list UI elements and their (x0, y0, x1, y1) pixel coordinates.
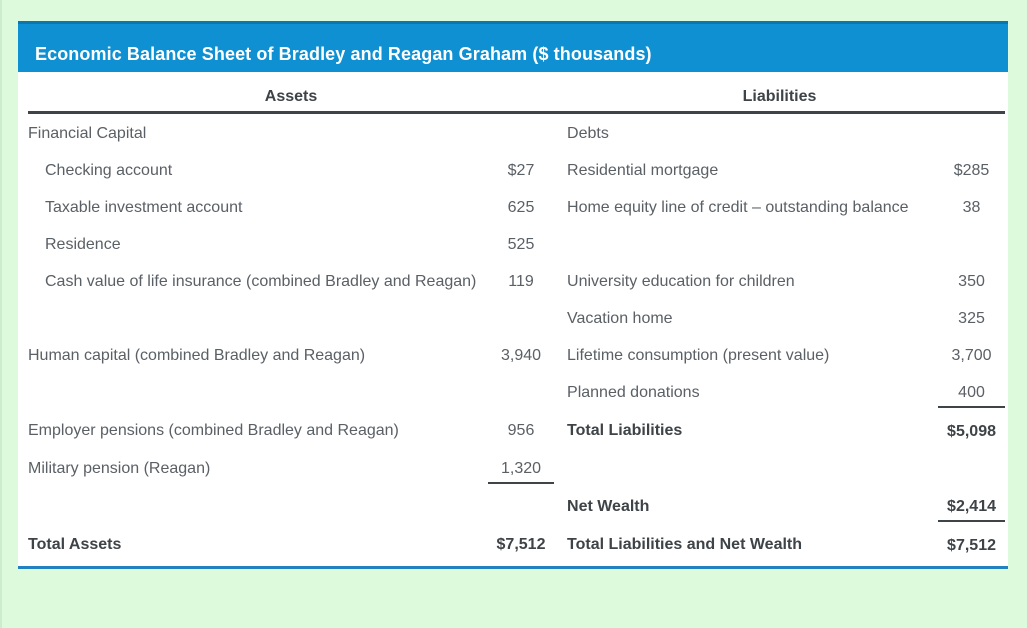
liability-label: Debts (567, 125, 609, 142)
asset-value: 525 (507, 236, 535, 253)
table-row: Vacation home 325 (28, 295, 1005, 332)
asset-label: Checking account (45, 162, 173, 179)
liability-label (554, 221, 938, 258)
asset-value: 625 (507, 199, 535, 216)
asset-value: 3,940 (500, 347, 542, 364)
assets-column-header: Assets (28, 72, 555, 114)
liability-label: Total Liabilities and Net Wealth (567, 536, 803, 553)
title-bar: Economic Balance Sheet of Bradley and Re… (18, 21, 1008, 72)
asset-label: Financial Capital (28, 125, 147, 142)
liability-label: Home equity line of credit – outstanding… (567, 199, 909, 216)
asset-label: Taxable investment account (45, 199, 243, 216)
asset-label: Total Assets (28, 536, 122, 553)
asset-value: 1,320 (488, 445, 555, 484)
table-row: Financial Capital Debts (28, 113, 1005, 148)
liability-value: 38 (962, 199, 981, 216)
liability-label: Vacation home (567, 310, 673, 327)
table-row: Planned donations 400 (28, 369, 1006, 408)
table-row: Total Assets $7,512 Total Liabilities an… (28, 521, 1005, 566)
column-header-row: Assets Liabilities (28, 72, 1006, 114)
asset-value: 956 (507, 422, 535, 439)
liability-value: $285 (953, 162, 990, 179)
liability-label (554, 445, 938, 483)
asset-value: $27 (507, 162, 535, 179)
liability-value (938, 445, 1005, 483)
table-row: Cash value of life insurance (combined B… (28, 258, 1005, 295)
asset-label: Cash value of life insurance (combined B… (45, 273, 477, 290)
table-row: Taxable investment account 625 Home equi… (28, 184, 1005, 221)
sheet-title: Economic Balance Sheet of Bradley and Re… (35, 44, 652, 64)
liability-value: $5,098 (947, 423, 996, 440)
asset-value: $7,512 (496, 536, 546, 553)
liability-value: $2,414 (938, 483, 1006, 522)
page-left-edge-line (0, 0, 2, 628)
liability-label: University education for children (567, 273, 795, 290)
table-row: Human capital (combined Bradley and Reag… (28, 332, 1005, 369)
asset-label: Employer pensions (combined Bradley and … (28, 422, 399, 439)
asset-value (488, 113, 554, 148)
liability-label: Planned donations (567, 384, 700, 401)
asset-value (488, 369, 554, 407)
liability-label: Residential mortgage (567, 162, 719, 179)
asset-label (28, 483, 488, 521)
liability-value: 3,700 (951, 347, 992, 364)
table-row: Employer pensions (combined Bradley and … (28, 407, 1005, 445)
liability-label: Total Liabilities (567, 422, 683, 439)
liability-value (938, 221, 1005, 258)
liability-value: $7,512 (947, 537, 996, 554)
liability-value: 400 (938, 369, 1006, 408)
table-row: Residence 525 (28, 221, 1005, 258)
table-row: Net Wealth $2,414 (28, 483, 1006, 522)
liability-label: Lifetime consumption (present value) (567, 347, 830, 364)
table-row: Military pension (Reagan) 1,320 (28, 445, 1005, 484)
asset-value (488, 295, 554, 332)
asset-label: Residence (45, 236, 121, 253)
balance-sheet-table: Assets Liabilities Financial Capital Deb… (28, 72, 1006, 566)
asset-value: 119 (508, 273, 534, 290)
liability-value: 325 (958, 310, 985, 327)
liability-label: Net Wealth (567, 498, 650, 515)
asset-label (28, 295, 488, 332)
table-row: Checking account $27 Residential mortgag… (28, 147, 1005, 184)
liability-value: 350 (958, 273, 985, 290)
asset-label: Human capital (combined Bradley and Reag… (28, 347, 366, 364)
asset-label (28, 369, 488, 407)
asset-value (488, 483, 554, 521)
asset-label: Military pension (Reagan) (28, 460, 211, 477)
liabilities-column-header: Liabilities (554, 72, 1006, 114)
liability-value (938, 113, 1005, 148)
balance-sheet-panel: Economic Balance Sheet of Bradley and Re… (18, 21, 1008, 569)
